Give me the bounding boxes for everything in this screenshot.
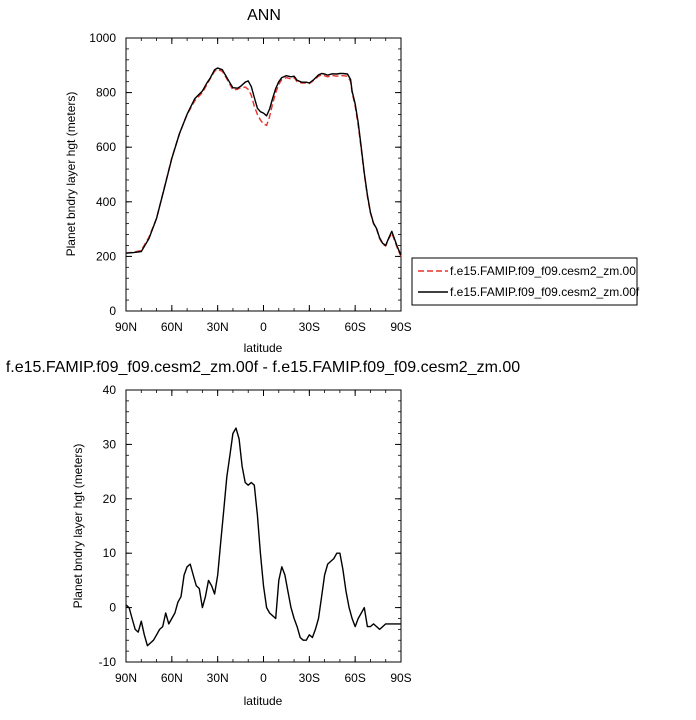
y-tick-label: 30 xyxy=(103,437,117,451)
plot-frame xyxy=(125,389,402,663)
chart-title: ANN xyxy=(247,7,281,24)
y-axis: 0 200 400 600 800 1000 xyxy=(89,31,401,318)
y-tick-label: 1000 xyxy=(89,31,116,45)
legend-box xyxy=(411,257,638,306)
series-line-1 xyxy=(125,427,401,647)
x-tick-label: 60S xyxy=(344,320,365,334)
y-tick-label: 0 xyxy=(109,304,116,318)
x-tick-label: 90N xyxy=(115,671,137,685)
y-tick-label: 200 xyxy=(96,249,116,263)
y-axis: -10 0 10 20 30 40 xyxy=(99,383,401,669)
y-tick-label: 20 xyxy=(103,492,117,506)
panel-difference: f.e15.FAMIP.f09_f09.cesm2_zm.00f - f.e15… xyxy=(6,359,520,708)
x-tick-label: 0 xyxy=(260,320,267,334)
x-tick-label: 90N xyxy=(115,320,137,334)
x-tick-label: 0 xyxy=(260,671,267,685)
x-tick-label: 60S xyxy=(344,671,365,685)
x-axis-label: latitude xyxy=(244,341,283,355)
series-line-2 xyxy=(125,67,402,256)
x-tick-label: 30S xyxy=(299,671,320,685)
y-tick-label: 600 xyxy=(96,140,116,154)
x-axis: 90N 60N 30N 0 30S 60S 90S xyxy=(115,38,412,334)
y-tick-label: -10 xyxy=(99,655,117,669)
series-lines xyxy=(125,427,401,647)
x-tick-label: 30S xyxy=(299,320,320,334)
legend-label-series-1: f.e15.FAMIP.f09_f09.cesm2_zm.00 xyxy=(450,264,636,278)
x-tick-label: 60N xyxy=(161,320,183,334)
y-tick-label: 800 xyxy=(96,86,116,100)
x-tick-label: 90S xyxy=(390,671,411,685)
chart-title: f.e15.FAMIP.f09_f09.cesm2_zm.00f - f.e15… xyxy=(6,359,520,376)
x-axis-label: latitude xyxy=(244,694,283,708)
y-tick-label: 40 xyxy=(103,383,117,397)
series-line-1 xyxy=(125,68,402,257)
y-tick-label: 10 xyxy=(103,546,117,560)
x-tick-label: 90S xyxy=(390,320,411,334)
series-lines xyxy=(125,67,402,257)
x-tick-label: 30N xyxy=(207,671,229,685)
y-axis-label: Planet bndry layer hgt (meters) xyxy=(71,444,85,609)
x-axis: 90N 60N 30N 0 30S 60S 90S xyxy=(115,390,412,685)
x-tick-label: 60N xyxy=(161,671,183,685)
y-axis-label: Planet bndry layer hgt (meters) xyxy=(64,92,78,257)
legend: f.e15.FAMIP.f09_f09.cesm2_zm.00 f.e15.FA… xyxy=(411,257,640,306)
y-tick-label: 400 xyxy=(96,195,116,209)
legend-label-series-2: f.e15.FAMIP.f09_f09.cesm2_zm.00f xyxy=(450,285,640,299)
y-tick-label: 0 xyxy=(109,601,116,615)
x-tick-label: 30N xyxy=(207,320,229,334)
